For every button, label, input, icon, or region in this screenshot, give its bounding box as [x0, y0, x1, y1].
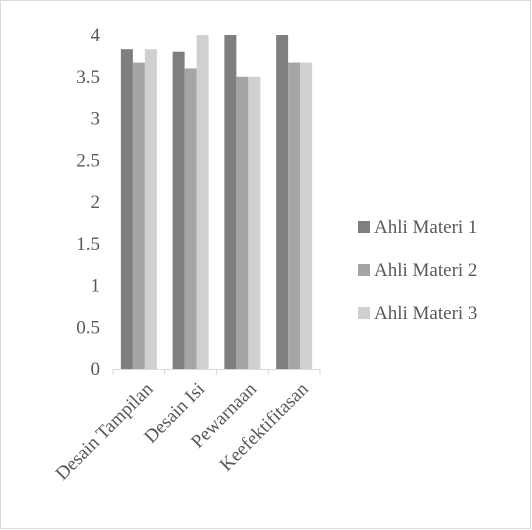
legend-label: Ahli Materi 3: [374, 303, 477, 324]
bar-series: [120, 35, 313, 370]
y-tick-label: 3.5: [76, 67, 100, 88]
legend-label: Ahli Materi 1: [374, 217, 477, 238]
y-tick-label: 1.5: [76, 234, 100, 255]
legend-swatch: [358, 264, 370, 276]
y-tick-label: 3: [91, 109, 101, 130]
y-tick-label: 0: [91, 359, 101, 380]
y-tick-label: 2.5: [76, 150, 100, 171]
bar: [132, 62, 145, 370]
bar: [288, 62, 301, 370]
x-axis-tick-marks: [112, 369, 321, 375]
legend-label: Ahli Materi 2: [374, 260, 477, 281]
bar: [196, 35, 209, 369]
bar: [224, 35, 237, 369]
bar: [300, 62, 313, 370]
y-tick-label: 1: [91, 276, 101, 297]
y-tick-label: 0.5: [76, 317, 100, 338]
bar: [144, 49, 157, 369]
bar: [236, 76, 249, 369]
legend: Ahli Materi 1 Ahli Materi 2 Ahli Materi 3: [358, 217, 477, 324]
x-category-label: Keefektifitasan: [216, 378, 313, 475]
legend-swatch: [358, 307, 370, 319]
y-axis-ticks: 0 0.5 1 1.5 2 2.5 3 3.5 4: [76, 25, 100, 380]
y-tick-label: 2: [91, 192, 101, 213]
bar: [184, 68, 197, 370]
bar: [172, 51, 185, 369]
bar: [120, 49, 133, 369]
y-tick-label: 4: [91, 25, 101, 46]
bar: [248, 76, 261, 369]
legend-swatch: [358, 221, 370, 233]
bar: [276, 35, 289, 369]
